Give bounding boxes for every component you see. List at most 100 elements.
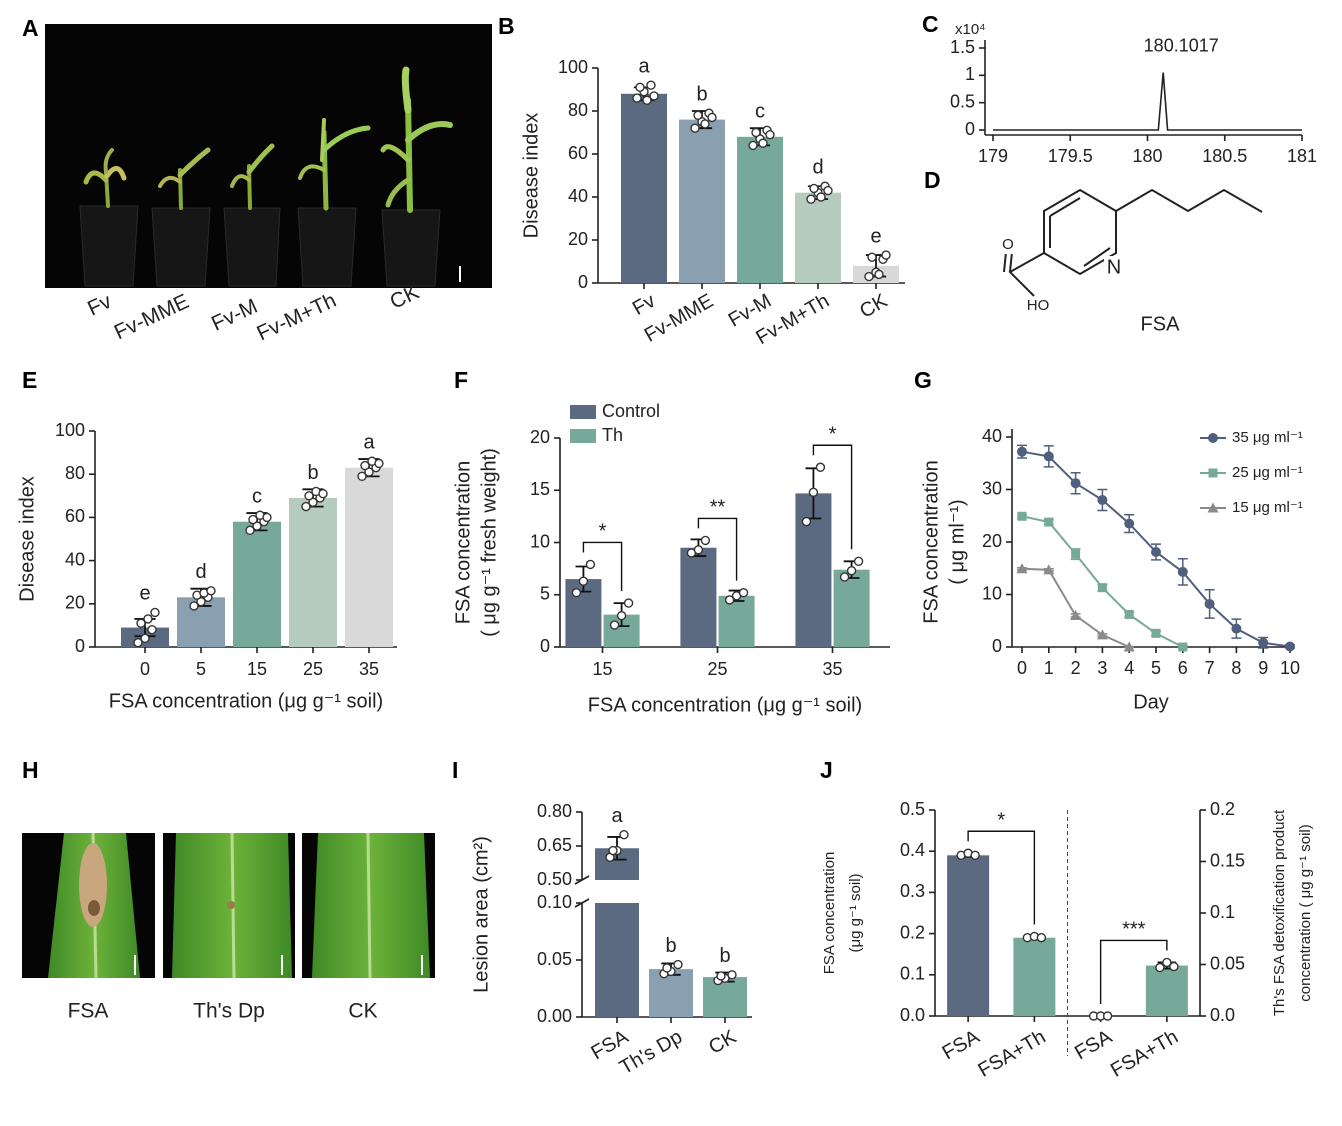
- panel-letter: F: [454, 367, 468, 393]
- point: [1097, 583, 1107, 593]
- y-tick-label: 0.50: [537, 869, 572, 889]
- axis-label: FSA concentration: [821, 852, 838, 975]
- significance-letter: c: [252, 486, 262, 508]
- x-tick-label: 180: [1132, 146, 1162, 166]
- x-tick-label: 0: [1017, 658, 1027, 678]
- data-point: [608, 845, 618, 856]
- point: [1178, 642, 1188, 652]
- panel-letter: G: [914, 367, 932, 393]
- x-tick-label: Th's Dp: [616, 1026, 686, 1079]
- significance-letter: a: [363, 432, 375, 454]
- y-tick-label: 0.05: [1210, 953, 1245, 973]
- y-tick-label: 30: [982, 478, 1002, 498]
- data-point: [252, 521, 262, 531]
- y-tick-label: 0: [965, 119, 975, 139]
- data-point: [245, 525, 255, 536]
- bar: [345, 467, 393, 647]
- data-point: [136, 618, 146, 628]
- data-point: [758, 138, 768, 148]
- data-point: [646, 80, 656, 90]
- data-point: [301, 501, 311, 512]
- data-point: [318, 488, 328, 499]
- significance-mark: *: [599, 521, 607, 543]
- point: [1231, 623, 1242, 634]
- bar: [833, 569, 870, 647]
- data-point: [874, 269, 884, 280]
- data-point: [738, 587, 749, 598]
- data-point: [609, 620, 620, 630]
- x-tick-label: 15: [592, 659, 612, 679]
- axis-label: Th's FSA detoxification product: [1271, 809, 1288, 1016]
- y-tick-label: 15: [530, 479, 550, 499]
- data-point: [360, 460, 370, 471]
- axis-label: Disease index: [16, 476, 38, 602]
- data-point: [808, 487, 819, 498]
- data-point: [248, 514, 258, 525]
- x-tick-label: 25: [303, 659, 323, 679]
- point: [1124, 518, 1135, 529]
- photo-label: CK: [348, 1000, 377, 1023]
- point: [1070, 478, 1081, 489]
- data-point: [864, 271, 874, 282]
- data-point: [140, 633, 150, 644]
- y-tick-label: 0: [578, 272, 588, 292]
- significance-letter: a: [638, 55, 650, 77]
- point: [1208, 468, 1218, 478]
- data-point: [809, 183, 819, 194]
- y-tick-label: 20: [982, 531, 1002, 551]
- data-point: [196, 596, 206, 607]
- photo-label: FSA: [68, 1000, 109, 1023]
- data-point: [632, 93, 642, 103]
- x-tick-label: 5: [1151, 658, 1161, 678]
- photo-label: Fv: [84, 290, 115, 321]
- data-point: [662, 963, 672, 973]
- compound-name: FSA: [1141, 313, 1181, 335]
- axis-label: ( μg ml⁻¹): [946, 499, 968, 584]
- y-tick-label: 0: [75, 636, 85, 656]
- point: [1043, 564, 1055, 575]
- data-point: [150, 607, 160, 618]
- data-point: [1169, 961, 1179, 972]
- data-point: [374, 458, 384, 469]
- significance-letter: b: [696, 83, 707, 105]
- legend-label: Th: [602, 425, 623, 445]
- panel-letter: A: [22, 15, 39, 41]
- legend-swatch: [570, 429, 596, 443]
- y-tick-label: 80: [568, 100, 588, 120]
- data-point: [765, 129, 775, 140]
- legend-label: 15 μg ml⁻¹: [1232, 499, 1303, 516]
- data-point: [700, 535, 711, 546]
- line: [1021, 515, 1184, 648]
- data-point: [707, 112, 717, 123]
- y-tick-label: 0.5: [950, 91, 975, 111]
- data-point: [308, 497, 318, 507]
- significance-letter: e: [870, 225, 881, 247]
- atom-label: O: [1002, 236, 1014, 253]
- y-tick-label: 10: [982, 583, 1002, 603]
- bar: [649, 969, 693, 1017]
- y-tick-label: 0.0: [900, 1005, 925, 1025]
- x-tick-label: 179.5: [1048, 146, 1093, 166]
- x-tick-label: 9: [1258, 658, 1268, 678]
- y-tick-label: 0.3: [900, 881, 925, 901]
- axis-label: Lesion area (cm²): [470, 836, 492, 993]
- point: [1096, 629, 1108, 640]
- data-point: [867, 252, 877, 262]
- data-point: [571, 587, 582, 598]
- line: [993, 72, 1302, 131]
- bar: [621, 93, 667, 283]
- data-point: [846, 566, 857, 576]
- point: [1207, 502, 1219, 513]
- point: [1258, 637, 1269, 648]
- axis-label: concentration ( μg g⁻¹ soil): [1297, 824, 1314, 1001]
- data-point: [1102, 1011, 1113, 1021]
- atom-label: HO: [1027, 297, 1050, 314]
- y-tick-label: 0.4: [900, 840, 925, 860]
- atom-label: N: [1107, 256, 1121, 278]
- bar: [1145, 965, 1188, 1016]
- data-point: [206, 586, 216, 596]
- data-point: [716, 971, 726, 981]
- point: [1151, 546, 1161, 557]
- y-tick-label: 20: [65, 593, 85, 613]
